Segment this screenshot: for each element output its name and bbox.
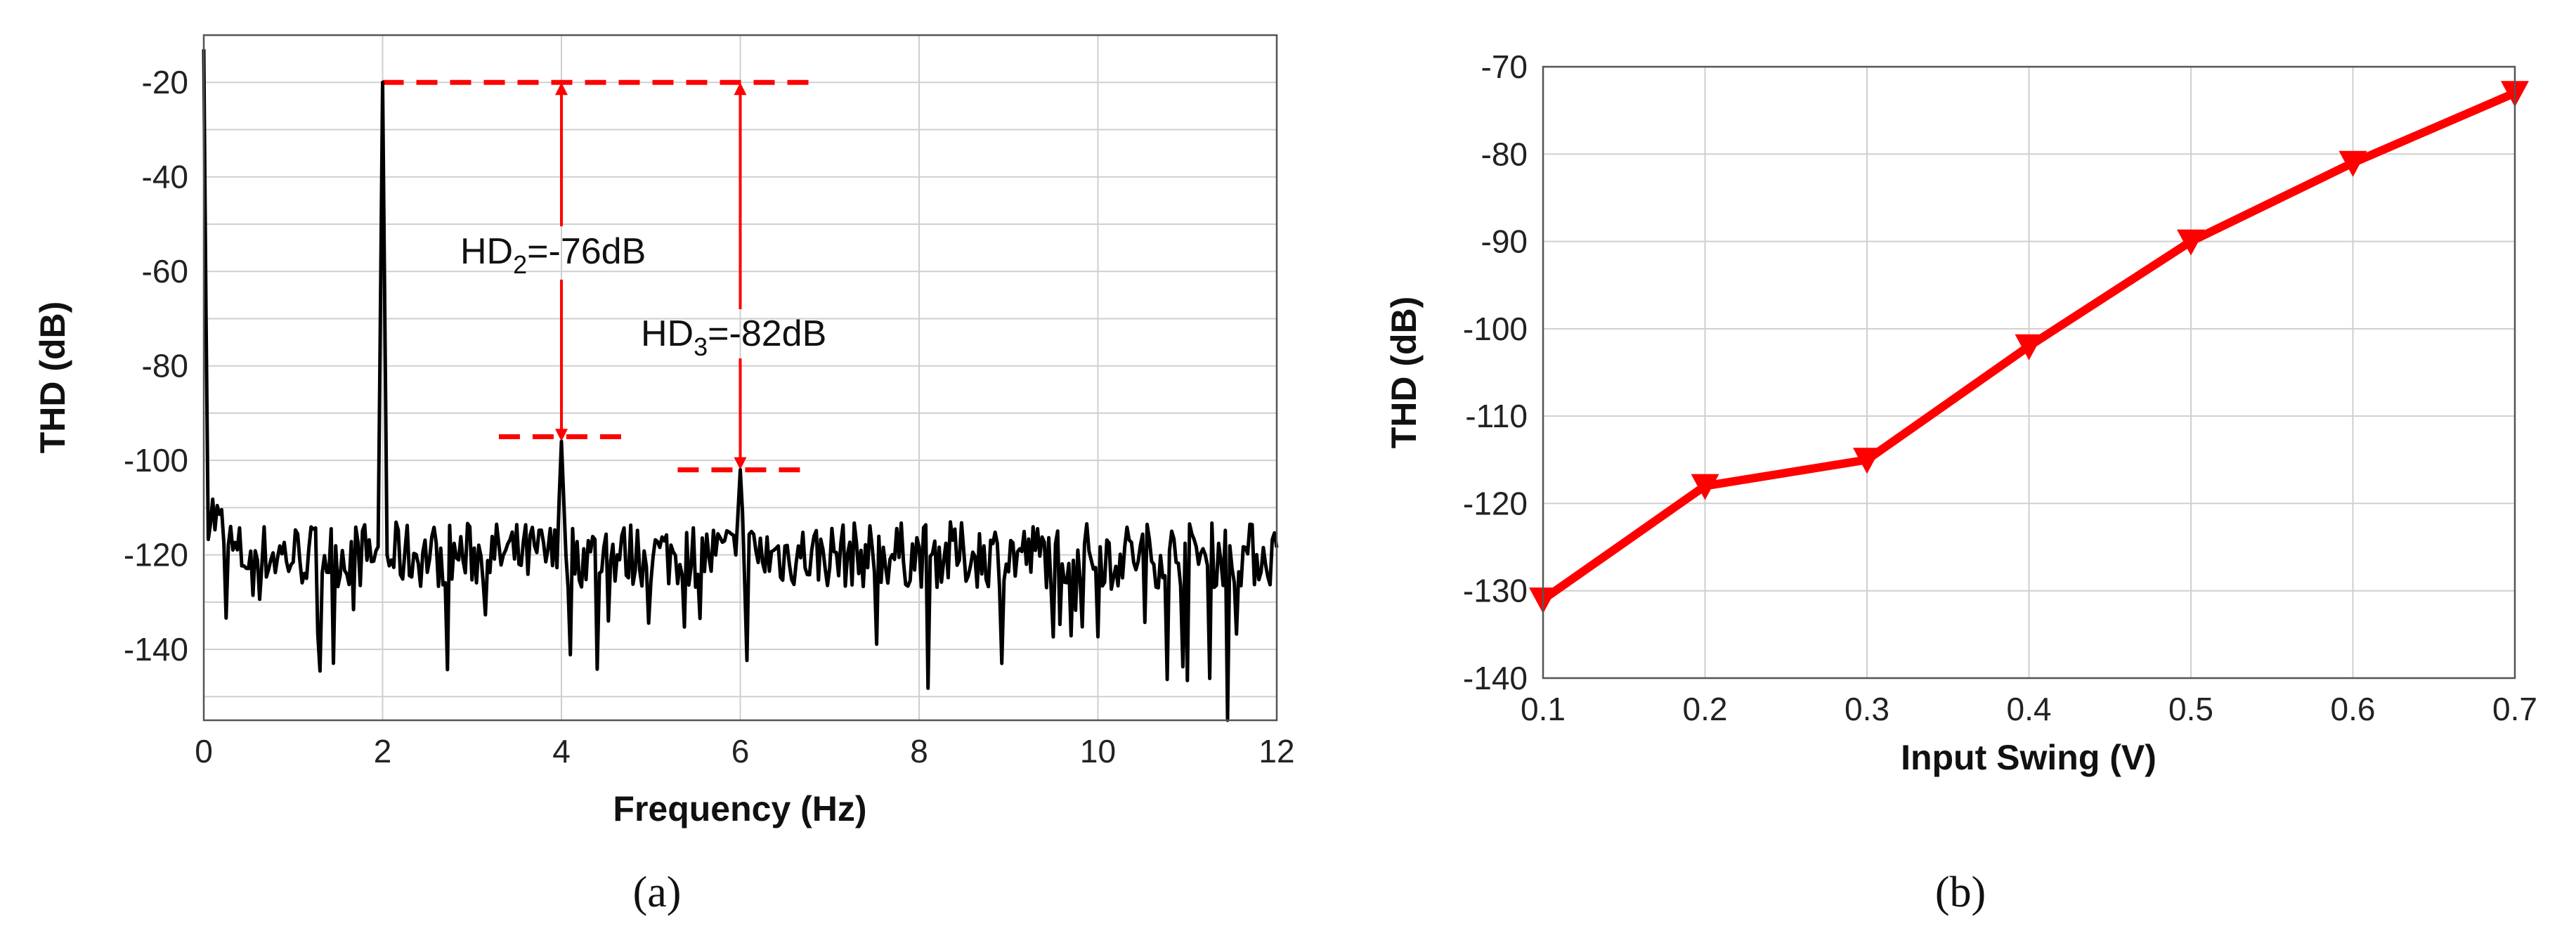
chart-a-x-tick-label: 2 [374,733,392,769]
chart-b-tick-labels: 0.1 0.2 0.3 0.4 0.5 0.6 0.7 -70 -80 -90 -100 -110 -1… [1463,48,2537,727]
chart-a-y-tick-label: -140 [124,631,188,668]
hd3-arrow-head-bottom [734,457,747,470]
hd2-arrow-head-top [555,82,568,96]
chart-b-x-tick-label: 0.6 [2331,691,2376,727]
chart-a-x-tick-label: 4 [552,733,571,769]
chart-a-x-axis-label: Frequency (Hz) [613,789,866,828]
chart-a-spectrum-line [202,49,1279,722]
chart-a-y-tick-label: -40 [142,159,188,195]
chart-b-marker [1853,448,1881,474]
chart-a-y-tick-label: -60 [142,253,188,290]
chart-b-marker [2015,334,2043,360]
chart-a-x-tick-label: 10 [1080,733,1116,769]
chart-b-marker [2177,229,2205,256]
hd2-arrow-head-bottom [555,429,568,442]
chart-b-x-tick-label: 0.5 [2168,691,2213,727]
chart-b-y-tick-label: -140 [1463,660,1528,696]
chart-b: 0.1 0.2 0.3 0.4 0.5 0.6 0.7 -70 -80 -90 -100 -110 -1… [1384,48,2537,916]
chart-a-x-tick-label: 0 [195,733,213,769]
chart-a-x-tick-label: 8 [910,733,928,769]
chart-a-x-tick-label: 6 [731,733,750,769]
hd2-label: HD2=-76dB [460,231,646,279]
panel-label-a: (a) [633,869,682,916]
chart-b-x-tick-label: 0.4 [2007,691,2052,727]
chart-b-y-tick-label: -100 [1463,311,1528,347]
chart-b-marker [2338,150,2367,177]
chart-b-y-tick-label: -120 [1463,485,1528,521]
hd3-label: HD3=-82dB [641,313,826,361]
chart-b-y-tick-label: -110 [1465,398,1528,434]
chart-b-y-tick-label: -70 [1481,48,1528,85]
chart-a-y-tick-label: -120 [124,537,188,573]
chart-b-frame [1542,65,2516,680]
chart-b-marker [1691,474,1719,500]
chart-a-y-tick-label: -80 [142,348,188,384]
chart-b-y-axis-label: THD (dB) [1384,297,1424,449]
chart-b-x-axis-label: Input Swing (V) [1901,738,2157,777]
chart-a-x-tick-label: 12 [1258,733,1294,769]
chart-a-tick-labels: 0 2 4 6 8 10 12 -20 -40 -60 -80 -100 -120 -140 [124,64,1295,769]
panel-label-b: (b) [1935,869,1986,916]
chart-a: 0 2 4 6 8 10 12 -20 -40 -60 -80 -100 -120 -140 HD2=-7… [33,34,1295,916]
chart-b-markers [1529,81,2529,614]
chart-a-y-tick-label: -100 [124,442,188,479]
chart-a-frame [202,34,1278,722]
chart-b-x-tick-label: 0.3 [1845,691,1889,727]
chart-b-y-tick-label: -90 [1481,223,1528,260]
hd3-arrow-head-top [734,82,747,96]
chart-b-x-tick-label: 0.1 [1521,691,1566,727]
chart-b-y-tick-label: -130 [1463,573,1528,609]
chart-b-x-tick-label: 0.7 [2492,691,2537,727]
chart-a-y-axis-label: THD (dB) [33,301,72,454]
chart-a-y-tick-label: -20 [142,64,188,100]
chart-b-y-tick-label: -80 [1481,136,1528,172]
chart-a-annotation-lines [382,79,821,473]
chart-b-x-tick-label: 0.2 [1683,691,1728,727]
